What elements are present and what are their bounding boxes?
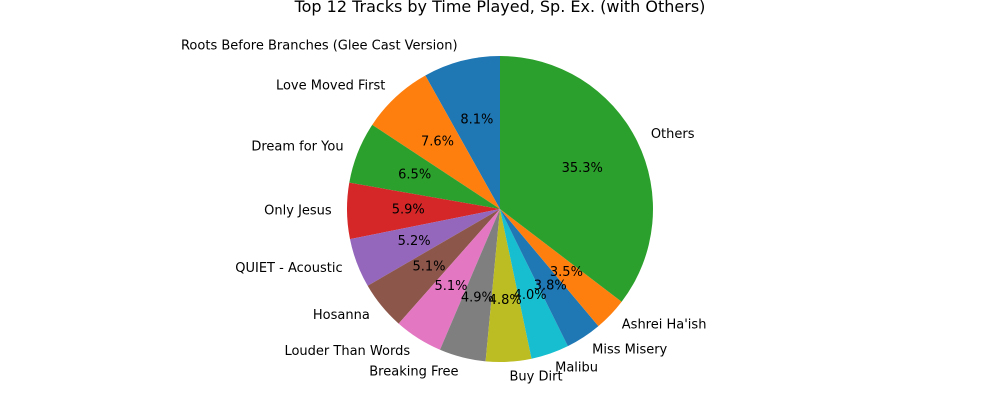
pie-percent-labels: 8.1%7.6%6.5%5.9%5.2%5.1%5.1%4.9%4.8%4.0%… (392, 113, 603, 308)
pct-label-only-jesus: 5.9% (392, 203, 425, 218)
pie-slice-roots-before-branches-glee-cast-version (425, 56, 500, 209)
pie-slice-only-jesus (347, 182, 500, 240)
slice-label-ashrei-ha-ish: Ashrei Ha'ish (622, 318, 707, 333)
pct-label-malibu: 4.0% (514, 288, 547, 303)
slice-label-buy-dirt: Buy Dirt (510, 370, 563, 385)
pct-label-breaking-free: 4.9% (461, 290, 494, 305)
pie-slices (347, 56, 653, 362)
pie-slice-louder-than-words (398, 209, 500, 350)
slice-label-only-jesus: Only Jesus (264, 204, 332, 219)
slice-label-louder-than-words: Louder Than Words (284, 344, 410, 359)
slice-label-miss-misery: Miss Misery (592, 342, 667, 357)
pct-label-love-moved-first: 7.6% (421, 134, 454, 149)
pct-label-roots-before-branches-glee-cast-version: 8.1% (460, 113, 493, 128)
pct-label-dream-for-you: 6.5% (398, 168, 431, 183)
pct-label-miss-misery: 3.8% (534, 278, 567, 293)
pie-labels: Roots Before Branches (Glee Cast Version… (181, 39, 706, 385)
slice-label-hosanna: Hosanna (313, 308, 370, 323)
pct-label-quiet-acoustic: 5.2% (398, 234, 431, 249)
pct-label-hosanna: 5.1% (412, 260, 445, 275)
pct-label-ashrei-ha-ish: 3.5% (550, 265, 583, 280)
pct-label-louder-than-words: 5.1% (434, 279, 467, 294)
chart-title: Top 12 Tracks by Time Played, Sp. Ex. (w… (294, 0, 706, 16)
slice-label-love-moved-first: Love Moved First (276, 78, 385, 93)
pie-slice-ashrei-ha-ish (500, 209, 622, 327)
pie-slice-love-moved-first (372, 75, 500, 209)
pie-slice-miss-misery (500, 209, 599, 347)
pie-slice-dream-for-you (349, 124, 500, 209)
slice-label-others: Others (651, 127, 695, 142)
slice-label-roots-before-branches-glee-cast-version: Roots Before Branches (Glee Cast Version… (181, 39, 458, 54)
pie-slice-buy-dirt (485, 209, 532, 362)
pie-slice-breaking-free (440, 209, 500, 362)
pie-slice-malibu (500, 209, 568, 359)
pie-slice-hosanna (367, 209, 500, 324)
pct-label-buy-dirt: 4.8% (489, 293, 522, 308)
slice-label-malibu: Malibu (555, 361, 598, 376)
slice-label-quiet-acoustic: QUIET - Acoustic (235, 261, 342, 276)
pie-slice-quiet-acoustic (349, 209, 500, 286)
pie-slice-others (500, 56, 653, 302)
slice-label-dream-for-you: Dream for You (251, 139, 343, 154)
slice-label-breaking-free: Breaking Free (369, 365, 458, 380)
pct-label-others: 35.3% (562, 161, 603, 176)
